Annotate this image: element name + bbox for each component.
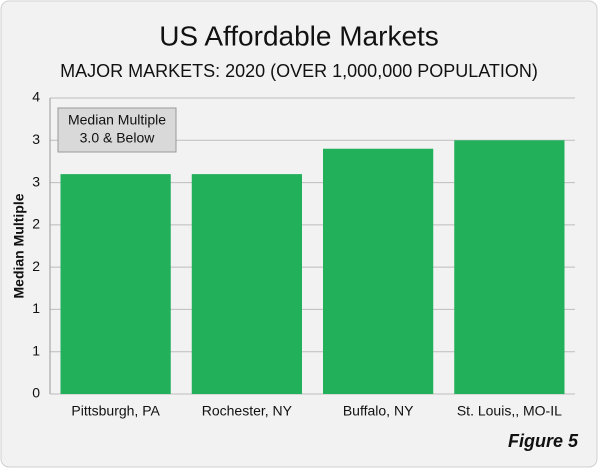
y-axis-label: Median Multiple xyxy=(11,193,27,298)
x-tick-label: Buffalo, NY xyxy=(343,403,414,419)
y-tick-label: 1 xyxy=(32,300,40,316)
x-tick-label: Rochester, NY xyxy=(202,403,293,419)
y-tick-label: 4 xyxy=(32,89,40,105)
chart-subtitle: MAJOR MARKETS: 2020 (OVER 1,000,000 POPU… xyxy=(60,61,538,81)
y-tick-label: 2 xyxy=(32,258,40,274)
bar xyxy=(191,174,302,394)
annotation: 3.0 & Below xyxy=(80,130,156,146)
annotation: Median Multiple xyxy=(68,112,166,128)
bar xyxy=(60,174,171,394)
footer: Figure 5 xyxy=(508,431,579,451)
y-tick-label: 3 xyxy=(32,173,40,189)
y-tick-label: 3 xyxy=(32,131,40,147)
x-tick-label: St. Louis,, MO-IL xyxy=(457,403,562,419)
y-tick-label: 2 xyxy=(32,216,40,232)
y-tick-label: 0 xyxy=(32,385,40,401)
bar xyxy=(454,140,565,394)
bar xyxy=(323,148,434,394)
x-tick-label: Pittsburgh, PA xyxy=(71,403,160,419)
y-tick-label: 1 xyxy=(32,342,40,358)
annotation-box xyxy=(57,107,177,153)
chart-title: US Affordable Markets xyxy=(159,20,439,51)
